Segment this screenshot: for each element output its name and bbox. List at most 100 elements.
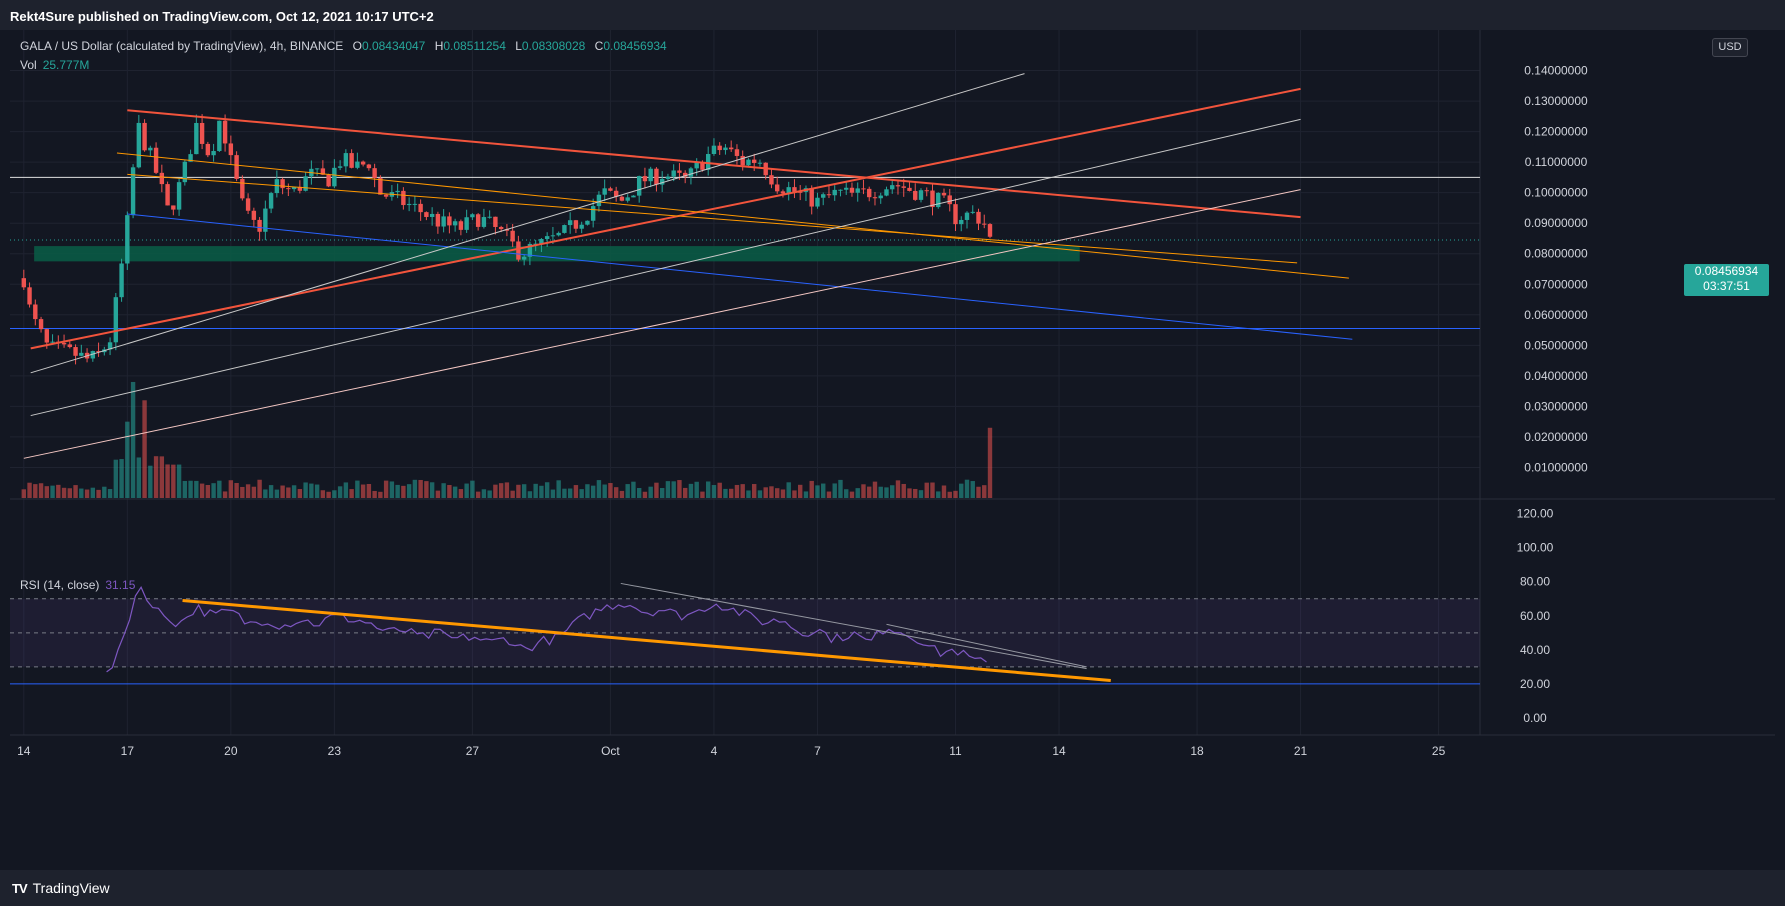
time-tick-label: 20 xyxy=(224,744,238,758)
candle-body xyxy=(936,192,941,208)
main-legend[interactable]: GALA / US Dollar (calculated by TradingV… xyxy=(20,39,667,53)
volume-bar xyxy=(475,491,481,498)
volume-bar xyxy=(176,464,182,498)
candle-body xyxy=(838,189,843,191)
candle-body xyxy=(435,213,441,227)
chart-panel[interactable]: 0.01000000 0.02000000 0.03000000 0.04000000… xyxy=(10,30,1775,870)
candle-body xyxy=(452,221,458,226)
candle-body xyxy=(941,192,947,196)
volume-bar xyxy=(360,484,366,498)
volume-bar xyxy=(924,482,929,498)
volume-bar xyxy=(717,482,722,498)
candle-body xyxy=(280,179,285,189)
candle-body xyxy=(579,224,584,229)
volume-bar xyxy=(268,485,274,498)
rsi-tick-label: 60.00 xyxy=(1520,609,1550,623)
volume-bar xyxy=(642,491,648,498)
candle-body xyxy=(671,170,676,177)
time-tick-label: 21 xyxy=(1294,744,1308,758)
trend-line xyxy=(23,189,1301,459)
volume-bar xyxy=(740,484,745,498)
candle-body xyxy=(79,352,84,356)
candle-body xyxy=(849,187,855,193)
volume-bar xyxy=(263,489,268,498)
volume-bar xyxy=(102,486,107,498)
volume-bar xyxy=(481,489,487,498)
volume-bar xyxy=(930,482,935,498)
volume-bar xyxy=(890,485,895,498)
candle-body xyxy=(573,220,579,229)
volume-value: 25.777M xyxy=(42,58,90,72)
time-tick-label: 14 xyxy=(1052,744,1066,758)
tradingview-logo[interactable]: TV TradingView xyxy=(12,880,110,896)
candle-body xyxy=(717,145,722,151)
volume-bar xyxy=(493,484,498,498)
candle-body xyxy=(234,155,239,179)
currency-badge[interactable]: USD xyxy=(1712,38,1748,57)
high-label: H xyxy=(434,39,444,53)
last-price-tag: 0.08456934 03:37:51 xyxy=(1684,264,1769,296)
chart-canvas[interactable]: 0.01000000 0.02000000 0.03000000 0.04000000… xyxy=(10,30,1775,870)
volume-bar xyxy=(987,427,993,498)
volume-bar xyxy=(171,464,176,498)
candle-body xyxy=(475,214,481,227)
volume-bar xyxy=(286,487,291,498)
price-tick-label: 0.01000000 xyxy=(1524,460,1588,474)
candle-body xyxy=(970,211,975,213)
candle-body xyxy=(786,187,791,194)
volume-bar xyxy=(119,459,124,498)
volume-bar xyxy=(418,479,423,498)
volume-bar xyxy=(470,480,475,498)
candle-body xyxy=(510,230,515,242)
volume-bar xyxy=(953,490,958,498)
candle-body xyxy=(487,216,492,218)
candle-body xyxy=(567,220,573,226)
volume-bar xyxy=(849,491,855,498)
price-tick-label: 0.04000000 xyxy=(1524,369,1588,383)
candle-body xyxy=(441,216,446,227)
volume-bar xyxy=(228,480,234,498)
candle-body xyxy=(752,159,757,163)
volume-bar xyxy=(159,456,165,498)
volume-bar xyxy=(769,486,774,498)
candle-body xyxy=(636,176,642,196)
volume-bars xyxy=(21,381,993,498)
time-tick-label: 25 xyxy=(1432,744,1446,758)
candle-body xyxy=(631,195,636,198)
volume-bar xyxy=(84,489,90,498)
time-tick-label: 4 xyxy=(711,744,718,758)
trend-line xyxy=(127,173,1298,264)
candle-body xyxy=(688,168,694,177)
low-label: L xyxy=(515,39,522,53)
volume-bar xyxy=(792,490,797,498)
candle-body xyxy=(746,159,751,166)
candle-body xyxy=(533,243,538,245)
candle-body xyxy=(867,188,872,198)
rsi-legend[interactable]: RSI (14, close) 31.15 xyxy=(20,578,135,592)
volume-legend[interactable]: Vol 25.777M xyxy=(20,58,89,72)
volume-bar xyxy=(809,480,814,498)
volume-bar xyxy=(245,484,251,498)
candle-body xyxy=(90,351,96,359)
volume-bar xyxy=(280,485,285,498)
volume-bar xyxy=(217,480,222,498)
volume-bar xyxy=(585,484,590,498)
candle-body xyxy=(395,190,400,193)
candle-body xyxy=(21,278,27,288)
candle-body xyxy=(947,195,952,205)
bar-countdown: 03:37:51 xyxy=(1703,279,1750,293)
candle-body xyxy=(107,342,113,350)
horizontal-lines xyxy=(10,176,1480,330)
candle-body xyxy=(711,145,717,154)
candle-body xyxy=(171,205,176,210)
candle-body xyxy=(924,190,929,192)
candle-body xyxy=(286,188,291,190)
candle-body xyxy=(355,161,360,168)
volume-bar xyxy=(826,491,832,498)
candle-body xyxy=(792,187,797,192)
volume-bar xyxy=(349,489,354,498)
volume-bar xyxy=(251,486,257,498)
close-value: 0.08456934 xyxy=(603,39,667,53)
trend-line xyxy=(127,109,1301,219)
trend-lines[interactable] xyxy=(23,73,1353,459)
